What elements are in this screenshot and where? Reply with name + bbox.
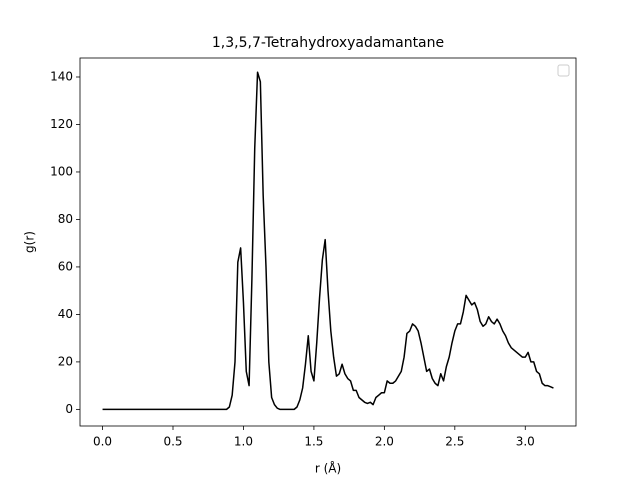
x-tick-label: 1.5 <box>304 435 323 449</box>
chart-title: 1,3,5,7-Tetrahydroxyadamantane <box>212 35 444 51</box>
data-line <box>102 71 554 411</box>
y-tick-label: 100 <box>50 164 73 178</box>
x-axis-label: r (Å) <box>315 461 341 476</box>
x-tick-label: 2.5 <box>445 435 464 449</box>
x-tick-label: 2.0 <box>375 435 394 449</box>
x-tick-label: 0.0 <box>93 435 112 449</box>
y-tick-label: 80 <box>58 212 73 226</box>
x-tick-label: 3.0 <box>516 435 535 449</box>
y-tick-label: 120 <box>50 117 73 131</box>
y-tick-label: 60 <box>58 259 73 273</box>
x-tick-label: 1.0 <box>234 435 253 449</box>
y-tick-label: 20 <box>58 354 73 368</box>
plot-frame <box>79 57 577 427</box>
y-tick-label: 40 <box>58 307 73 321</box>
legend <box>557 64 570 77</box>
y-axis-label: g(r) <box>23 231 37 253</box>
y-tick-label: 0 <box>65 402 73 416</box>
x-tick-label: 0.5 <box>163 435 182 449</box>
y-tick-label: 140 <box>50 69 73 83</box>
